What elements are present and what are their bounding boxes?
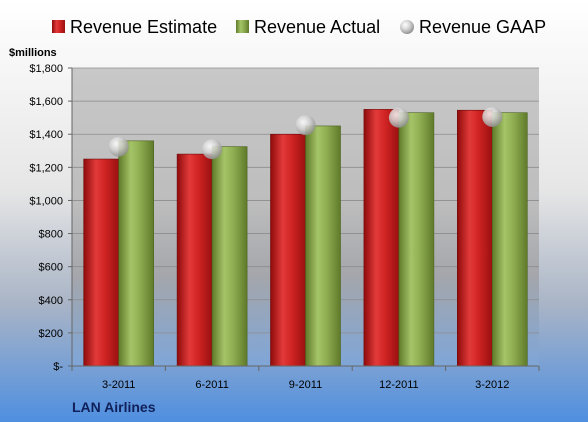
x-axis: 3-2011 6-2011 9-2011 12-2011 3-2012 [71, 365, 540, 391]
bar-revenue-estimate [456, 109, 493, 367]
bar-revenue-actual [211, 146, 248, 367]
bar-revenue-actual [398, 112, 435, 367]
legend-label-estimate: Revenue Estimate [70, 17, 217, 37]
marker-revenue-gaap [482, 106, 503, 127]
marker-revenue-gaap [295, 115, 316, 136]
bar-revenue-actual [491, 112, 528, 367]
bar-revenue-estimate [83, 158, 119, 367]
y-tick-label: $1,200 [29, 162, 63, 174]
bar-revenue-estimate [363, 109, 400, 367]
y-tick-label: $1,400 [29, 129, 63, 141]
bar-revenue-actual [305, 125, 341, 367]
x-tick-label: 9-2011 [289, 379, 322, 391]
y-tick-label: $400 [39, 295, 63, 307]
y-tick-label: $800 [39, 229, 63, 241]
y-tick-label: $1,600 [29, 96, 63, 108]
x-tick-label: 3-2011 [102, 379, 135, 391]
bars [83, 109, 528, 367]
legend-swatch-actual [236, 20, 249, 33]
y-tick-label: $1,000 [29, 195, 63, 207]
legend-swatch-estimate [52, 20, 65, 33]
marker-revenue-gaap [202, 139, 223, 160]
y-tick-label: $- [53, 361, 63, 373]
legend-swatch-gaap [400, 20, 414, 34]
unit-label: $millions [9, 47, 57, 59]
y-axis: $- $200 $400 $600 $800 $1,000 $1,200 $1,400 $1,6… [29, 63, 73, 373]
marker-revenue-gaap [108, 136, 129, 157]
legend-label-actual: Revenue Actual [254, 17, 380, 37]
marker-revenue-gaap [388, 107, 409, 128]
bar-revenue-estimate [176, 153, 213, 367]
bar-revenue-estimate [270, 133, 306, 367]
x-tick-label: 3-2012 [475, 379, 509, 391]
legend: Revenue Estimate Revenue Actual Revenue … [52, 17, 546, 37]
x-tick-label: 12-2011 [379, 379, 419, 391]
gaap-markers [108, 106, 503, 160]
y-tick-label: $200 [39, 328, 63, 340]
y-tick-label: $1,800 [29, 63, 63, 75]
bar-revenue-actual [118, 140, 154, 367]
legend-label-gaap: Revenue GAAP [419, 17, 546, 37]
y-tick-label: $600 [39, 262, 63, 274]
x-tick-label: 6-2011 [195, 379, 228, 391]
company-label: LAN Airlines [72, 399, 156, 415]
